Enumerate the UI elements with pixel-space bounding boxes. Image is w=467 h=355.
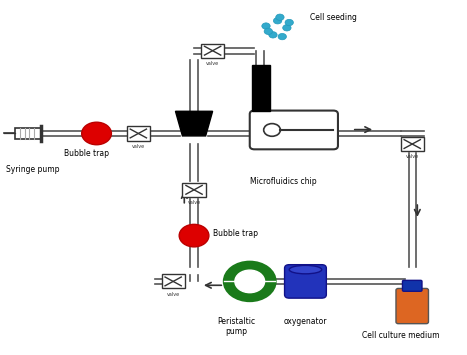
Text: Bubble trap: Bubble trap bbox=[64, 149, 109, 158]
Circle shape bbox=[264, 28, 273, 34]
Circle shape bbox=[82, 122, 112, 145]
Text: valve: valve bbox=[167, 291, 180, 296]
Text: Syringe pump: Syringe pump bbox=[6, 165, 59, 174]
Text: valve: valve bbox=[406, 154, 419, 159]
Circle shape bbox=[235, 270, 265, 293]
Polygon shape bbox=[252, 65, 270, 110]
Ellipse shape bbox=[289, 266, 322, 274]
Text: Peristaltic
pump: Peristaltic pump bbox=[217, 317, 255, 336]
Circle shape bbox=[264, 124, 280, 136]
Text: Bubble trap: Bubble trap bbox=[212, 229, 258, 238]
Text: Microfluidics chip: Microfluidics chip bbox=[250, 178, 316, 186]
FancyBboxPatch shape bbox=[284, 265, 326, 298]
Circle shape bbox=[278, 33, 286, 40]
FancyBboxPatch shape bbox=[396, 289, 429, 324]
Bar bbox=[162, 274, 185, 289]
Text: Cell culture medium: Cell culture medium bbox=[362, 331, 439, 340]
Bar bbox=[201, 44, 224, 58]
FancyBboxPatch shape bbox=[15, 128, 41, 139]
Text: Cell seeding: Cell seeding bbox=[310, 13, 357, 22]
Bar bbox=[183, 183, 205, 197]
Circle shape bbox=[224, 262, 275, 301]
Polygon shape bbox=[176, 111, 212, 136]
FancyBboxPatch shape bbox=[403, 280, 422, 291]
Bar bbox=[401, 137, 424, 151]
Text: valve: valve bbox=[187, 200, 201, 205]
FancyBboxPatch shape bbox=[250, 110, 338, 149]
Circle shape bbox=[285, 20, 293, 26]
Text: valve: valve bbox=[132, 144, 145, 149]
Text: oxygenator: oxygenator bbox=[284, 317, 327, 326]
Bar bbox=[127, 126, 150, 141]
Circle shape bbox=[179, 224, 209, 247]
Circle shape bbox=[276, 14, 284, 20]
Circle shape bbox=[269, 32, 277, 38]
Circle shape bbox=[283, 24, 291, 31]
Text: valve: valve bbox=[206, 61, 219, 66]
Circle shape bbox=[262, 23, 270, 29]
Circle shape bbox=[273, 18, 282, 24]
